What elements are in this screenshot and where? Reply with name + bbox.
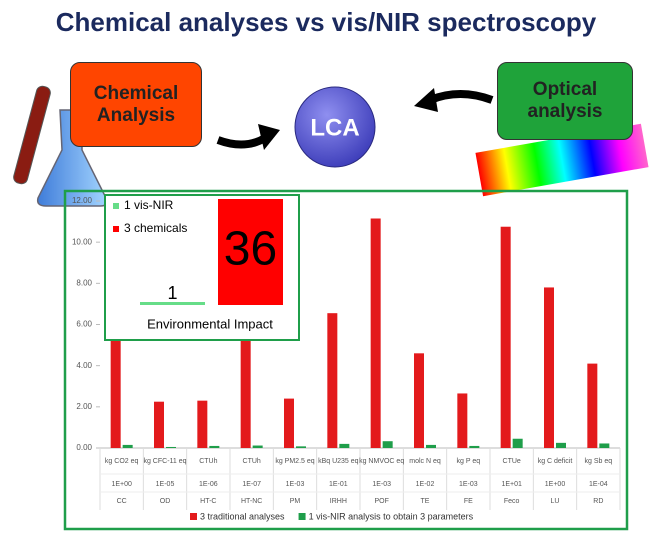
category-factor: 1E-06: [199, 481, 218, 488]
bar: [556, 442, 566, 448]
category-factor: 1E-02: [416, 481, 435, 488]
flask-icon: [13, 85, 108, 207]
chemical-box: Chemical Analysis: [70, 62, 202, 147]
x-tick-label: TE: [421, 498, 430, 505]
value-label: 36: [224, 223, 277, 276]
bar: [500, 226, 511, 448]
title: Chemical analyses vs vis/NIR spectroscop…: [56, 7, 597, 37]
category-factor: 1E-03: [286, 481, 305, 488]
category-unit: kg CFC-11 eq: [143, 458, 186, 465]
x-tick-label: HT-NC: [241, 498, 262, 505]
bar: [382, 441, 393, 448]
arrow-head: [414, 88, 438, 112]
bar: [370, 218, 381, 448]
category-unit: kg NMVOC eq: [359, 458, 404, 465]
bar: [469, 445, 480, 448]
bar: [140, 302, 205, 305]
y-tick-label: 2.00: [76, 402, 92, 411]
category-factor: 1E-04: [589, 481, 608, 488]
category-factor: 1E+01: [501, 481, 522, 488]
y-tick-label: 4.00: [76, 361, 92, 370]
bar: [414, 353, 424, 448]
bar: [252, 445, 263, 448]
bar: [110, 327, 121, 448]
legend-swatch: [113, 226, 119, 232]
x-tick-label: CC: [117, 498, 127, 505]
legend-label: 3 chemicals: [124, 221, 187, 235]
bar: [599, 443, 610, 448]
bar: [457, 393, 468, 448]
optical-box: Optical analysis: [497, 62, 633, 140]
value-label: 1: [167, 283, 177, 303]
bar: [339, 443, 350, 448]
chart-frame: [63, 189, 629, 531]
x-tick-label: IRHH: [330, 498, 347, 505]
bar: [197, 400, 208, 448]
category-factor: 1E+00: [545, 481, 566, 488]
y-tick-label: 10.00: [72, 237, 93, 246]
bar: [218, 199, 283, 305]
y-tick-label: 6.00: [76, 320, 92, 329]
bar: [426, 444, 436, 448]
category-factor: 1E-05: [156, 481, 175, 488]
arrow: [216, 134, 268, 149]
x-tick-label: PM: [290, 498, 301, 505]
x-tick-label: POF: [374, 498, 388, 505]
bar: [587, 363, 598, 448]
legend-label: 1 vis-NIR: [124, 198, 174, 212]
category-unit: kg C deficit: [538, 458, 573, 465]
category-factor: 1E-03: [459, 481, 478, 488]
main-chart: 0.00 2.00 4.00 6.00 8.00 10.00 12.00 kg CO2 eq 1…: [72, 196, 621, 521]
bar: [327, 313, 338, 448]
category-factor: 1E-03: [372, 481, 391, 488]
category-unit: CTUh: [199, 458, 217, 465]
legend-swatch: [298, 513, 306, 520]
lca-circle: [294, 86, 376, 168]
lca-label: LCA: [310, 114, 359, 141]
inset-chart: 1 vis-NIR 1 3 chemicals 36 Environmental Imp…: [113, 198, 283, 331]
bar: [544, 287, 554, 448]
legend-label: 3 traditional analyses: [200, 511, 285, 521]
x-tick-label: Feco: [504, 498, 520, 505]
x-axis-label: Environmental Impact: [147, 316, 273, 331]
category-factor: 1E-01: [329, 481, 348, 488]
bar: [284, 398, 294, 448]
category-factor: 1E-07: [242, 481, 261, 488]
legend-swatch: [190, 513, 197, 520]
bar: [296, 446, 306, 448]
arrow-head: [258, 124, 280, 150]
category-unit: molc N eq: [409, 458, 441, 465]
x-tick-label: HT-C: [200, 498, 216, 505]
category-unit: kBq U235 eq: [318, 458, 359, 465]
x-tick-label: RD: [593, 498, 603, 505]
category-factor: 1E+00: [111, 481, 132, 488]
bar: [240, 340, 251, 448]
category-unit: kg P eq: [457, 458, 481, 465]
bar: [166, 446, 176, 448]
category-unit: CTUh: [243, 458, 261, 465]
x-tick-label: FE: [464, 498, 473, 505]
x-tick-label: OD: [160, 498, 171, 505]
legend-swatch: [113, 203, 119, 209]
category-unit: kg CO2 eq: [105, 458, 139, 465]
category-unit: kg Sb eq: [585, 458, 613, 465]
y-tick-label: 8.00: [76, 278, 92, 287]
legend-label: 1 vis-NIR analysis to obtain 3 parameter…: [309, 511, 474, 521]
x-tick-label: LU: [551, 498, 560, 505]
bar: [154, 401, 164, 448]
bar: [209, 445, 220, 448]
y-tick-label: 12.00: [72, 196, 93, 205]
bar: [512, 438, 523, 448]
category-unit: kg PM2.5 eq: [275, 458, 314, 465]
spectrum: [475, 123, 649, 197]
y-tick-label: 0.00: [76, 443, 92, 452]
arrow: [428, 90, 494, 104]
bar: [122, 444, 133, 448]
category-unit: CTUe: [503, 458, 521, 465]
